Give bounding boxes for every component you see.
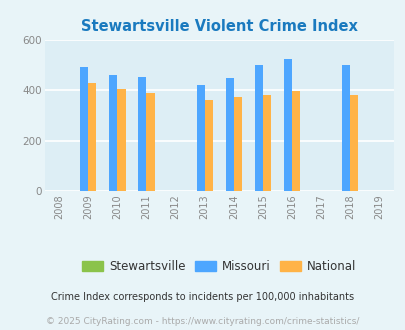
Bar bbox=[88, 83, 96, 191]
Bar bbox=[117, 89, 125, 191]
Bar bbox=[196, 84, 204, 191]
Bar bbox=[262, 94, 271, 191]
Bar bbox=[225, 78, 233, 191]
Bar bbox=[233, 97, 241, 191]
Bar bbox=[341, 65, 349, 191]
Bar bbox=[80, 67, 88, 191]
Bar bbox=[254, 65, 262, 191]
Bar bbox=[146, 93, 154, 191]
Title: Stewartsville Violent Crime Index: Stewartsville Violent Crime Index bbox=[81, 19, 357, 34]
Bar bbox=[291, 91, 299, 191]
Bar bbox=[350, 95, 358, 191]
Bar bbox=[283, 59, 291, 191]
Legend: Stewartsville, Missouri, National: Stewartsville, Missouri, National bbox=[77, 255, 360, 278]
Bar bbox=[138, 77, 146, 191]
Text: Crime Index corresponds to incidents per 100,000 inhabitants: Crime Index corresponds to incidents per… bbox=[51, 292, 354, 302]
Bar bbox=[204, 100, 212, 191]
Text: © 2025 CityRating.com - https://www.cityrating.com/crime-statistics/: © 2025 CityRating.com - https://www.city… bbox=[46, 317, 359, 326]
Bar bbox=[109, 75, 117, 191]
